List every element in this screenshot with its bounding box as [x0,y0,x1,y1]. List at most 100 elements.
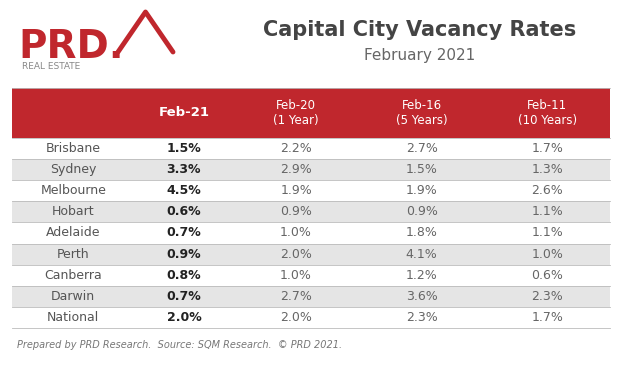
Bar [359,159,485,180]
Text: 4.5%: 4.5% [167,184,202,197]
Bar [134,180,233,201]
Text: 0.6%: 0.6% [531,269,563,282]
Bar [233,265,359,286]
Bar [134,265,233,286]
Text: Hobart: Hobart [52,206,95,218]
Bar [485,265,610,286]
Text: 2.3%: 2.3% [531,290,563,303]
Text: PRD.: PRD. [18,28,124,66]
Bar [359,243,485,265]
Text: Feb-21: Feb-21 [159,106,210,120]
Bar [134,159,233,180]
Text: Sydney: Sydney [50,163,96,176]
Bar [359,88,485,138]
Bar [359,138,485,159]
Bar [134,222,233,243]
Bar [12,88,134,138]
Bar [233,180,359,201]
Bar [134,88,233,138]
Text: 2.0%: 2.0% [280,248,312,261]
Text: 1.3%: 1.3% [531,163,563,176]
Text: Prepared by PRD Research.  Source: SQM Research.  © PRD 2021.: Prepared by PRD Research. Source: SQM Re… [17,340,342,350]
Text: 0.6%: 0.6% [167,206,202,218]
Text: Feb-16
(5 Years): Feb-16 (5 Years) [396,99,447,127]
Text: 1.8%: 1.8% [406,226,437,240]
Text: 1.9%: 1.9% [406,184,437,197]
Text: Adelaide: Adelaide [46,226,101,240]
Text: 2.7%: 2.7% [280,290,312,303]
Text: Brisbane: Brisbane [46,142,101,155]
Bar [134,201,233,222]
Bar [12,159,134,180]
Bar [12,265,134,286]
Bar [485,307,610,328]
Bar [485,88,610,138]
Text: Feb-11
(10 Years): Feb-11 (10 Years) [518,99,577,127]
Text: 3.6%: 3.6% [406,290,437,303]
Bar [12,307,134,328]
Text: 1.5%: 1.5% [406,163,437,176]
Text: Capital City Vacancy Rates: Capital City Vacancy Rates [263,20,577,40]
Bar [359,286,485,307]
Bar [233,138,359,159]
Text: 2.0%: 2.0% [167,311,202,324]
Text: Canberra: Canberra [44,269,102,282]
Text: 1.1%: 1.1% [531,226,563,240]
Bar [134,243,233,265]
Bar [134,138,233,159]
Bar [12,286,134,307]
Text: 1.0%: 1.0% [280,269,312,282]
Text: 1.9%: 1.9% [280,184,312,197]
Bar [233,243,359,265]
Text: 0.8%: 0.8% [167,269,202,282]
Text: 1.5%: 1.5% [167,142,202,155]
Text: 0.9%: 0.9% [406,206,437,218]
Text: Darwin: Darwin [51,290,95,303]
Bar [233,286,359,307]
Text: Perth: Perth [57,248,90,261]
Bar [485,243,610,265]
Text: 3.3%: 3.3% [167,163,201,176]
Text: 2.3%: 2.3% [406,311,437,324]
Bar [12,138,134,159]
Bar [233,307,359,328]
Bar [12,201,134,222]
Text: 1.0%: 1.0% [531,248,563,261]
Bar [485,286,610,307]
Text: 4.1%: 4.1% [406,248,437,261]
Bar [12,222,134,243]
Bar [134,307,233,328]
Bar [233,201,359,222]
Text: 2.0%: 2.0% [280,311,312,324]
Text: 2.6%: 2.6% [531,184,563,197]
Text: 1.7%: 1.7% [531,142,563,155]
Bar [359,201,485,222]
Bar [359,307,485,328]
Bar [233,159,359,180]
Text: February 2021: February 2021 [364,48,476,63]
Bar [359,222,485,243]
Bar [12,180,134,201]
Bar [485,201,610,222]
Bar [485,159,610,180]
Text: Melbourne: Melbourne [40,184,106,197]
Text: 1.0%: 1.0% [280,226,312,240]
Bar [359,265,485,286]
Bar [233,88,359,138]
Text: 0.9%: 0.9% [167,248,202,261]
Bar [359,180,485,201]
Text: National: National [47,311,100,324]
Bar [485,138,610,159]
Bar [485,222,610,243]
Text: 1.7%: 1.7% [531,311,563,324]
Text: 2.9%: 2.9% [280,163,312,176]
Bar [12,243,134,265]
Text: 1.2%: 1.2% [406,269,437,282]
Bar [134,286,233,307]
Bar [485,180,610,201]
Text: 0.7%: 0.7% [167,226,202,240]
Text: 2.2%: 2.2% [280,142,312,155]
Text: 2.7%: 2.7% [406,142,437,155]
Text: Feb-20
(1 Year): Feb-20 (1 Year) [273,99,319,127]
Text: 0.9%: 0.9% [280,206,312,218]
